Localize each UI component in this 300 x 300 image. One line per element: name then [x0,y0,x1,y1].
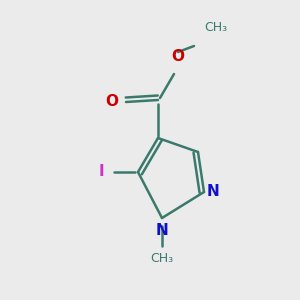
Text: N: N [156,223,168,238]
Text: N: N [207,184,220,200]
Text: I: I [98,164,104,179]
Text: O: O [105,94,118,110]
Text: CH₃: CH₃ [150,252,174,265]
Text: O: O [172,49,184,64]
Text: CH₃: CH₃ [204,21,227,34]
